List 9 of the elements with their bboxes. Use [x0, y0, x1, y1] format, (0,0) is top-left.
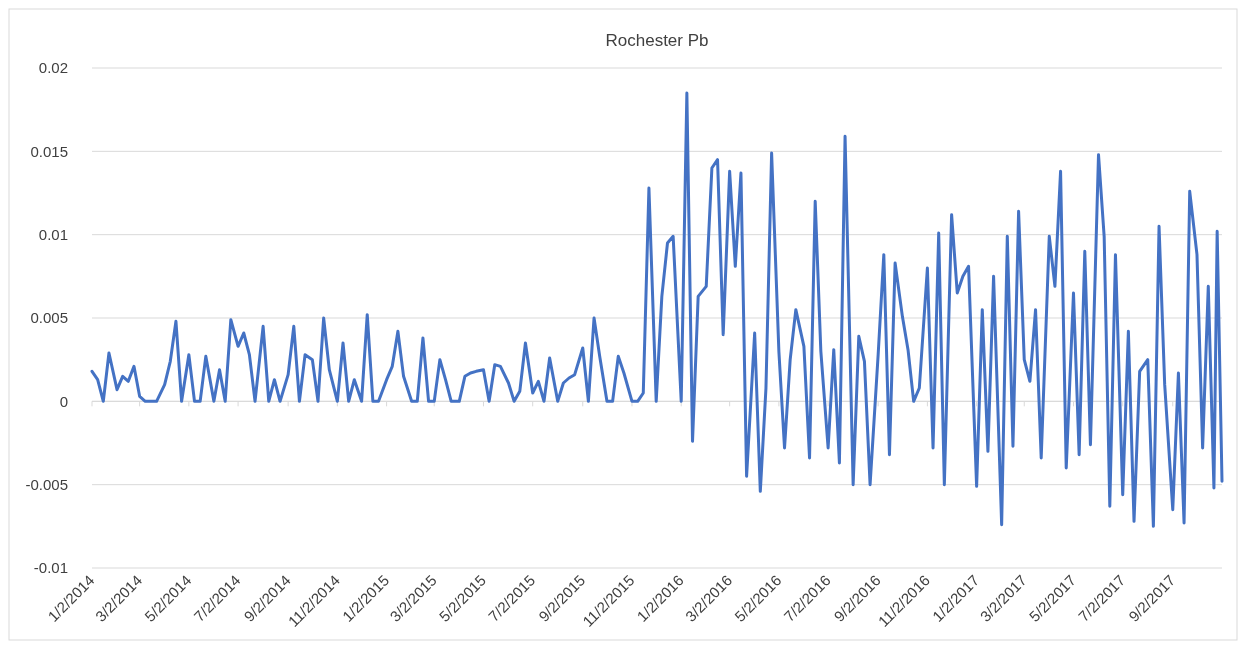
line-series	[90, 91, 1224, 528]
y-tick-label: 0.005	[30, 309, 68, 327]
y-tick-label: 0.01	[38, 225, 68, 243]
chart-title: Rochester Pb	[605, 31, 709, 50]
y-tick-label: 0	[59, 392, 68, 410]
y-tick-label: 0.015	[30, 142, 68, 160]
y-tick-label: -0.005	[25, 475, 68, 493]
y-tick-label: 0.02	[38, 59, 68, 77]
y-tick-label: -0.01	[33, 559, 68, 577]
